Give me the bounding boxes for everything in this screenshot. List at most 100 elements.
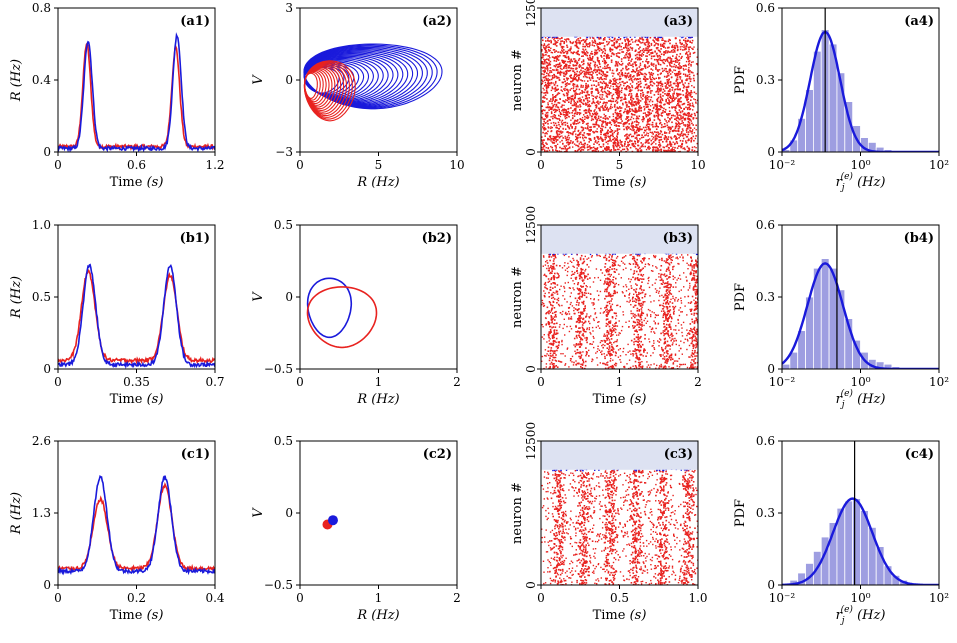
- inhibitory-band: [541, 225, 698, 254]
- x-tick-label: 0: [537, 375, 545, 389]
- plot-area-a4: [782, 8, 939, 152]
- panel-b1: 0 0.35 0.7 0 0.5 1.0 (b1) Time (s) R (Hz): [9, 218, 225, 407]
- x-tick-label: 0.6: [127, 158, 146, 172]
- axes-frame: [57, 7, 216, 153]
- y-tick-label: 0.6: [756, 434, 775, 448]
- x-tick-label: 0: [54, 375, 62, 389]
- panel-label: (b3): [663, 231, 693, 246]
- y-tick-label: 12500: [524, 0, 538, 27]
- y-tick-label: 0.6: [756, 1, 775, 15]
- x-tick-label: 0: [537, 158, 545, 172]
- panel-label: (a3): [663, 14, 693, 29]
- y-tick-label: 0: [43, 578, 51, 592]
- x-axis-label: Time (s): [593, 392, 647, 407]
- histogram-bars: [782, 258, 901, 369]
- x-tick-label: 0: [296, 591, 304, 605]
- trajectory-excitatory: [306, 286, 378, 349]
- x-axis-label: rj(e) (Hz): [836, 604, 886, 626]
- fit-curve: [782, 30, 939, 152]
- spikes-excitatory: [541, 36, 698, 152]
- y-tick-label: 0: [43, 362, 51, 376]
- y-tick-label: 0: [285, 73, 293, 87]
- plot-area-b4: [782, 225, 939, 369]
- x-tick-label: 2: [694, 375, 702, 389]
- plot-area-b1: [58, 263, 215, 369]
- y-tick-label: 1.0: [32, 218, 51, 232]
- x-axis-label: rj(e) (Hz): [836, 171, 886, 193]
- x-tick-label: 0: [54, 591, 62, 605]
- x-tick-label: 0.7: [205, 375, 224, 389]
- inhibitory-band: [541, 8, 698, 37]
- panel-c1: 0 0.2 0.4 0 1.3 2.6 (c1) Time (s) R (Hz): [9, 434, 225, 623]
- panel-a2: 0 5 10−303(a2)R (Hz)V: [251, 1, 465, 190]
- y-axis-label: neuron #: [510, 266, 525, 328]
- panel-c2: 0 1 2−0.500.5(c2)R (Hz)V: [251, 434, 461, 623]
- panel-c3: 0 0.5 1.0 0 12500 (c3) Time (s) neuron #: [510, 422, 708, 623]
- plot-area-c2: [322, 515, 338, 530]
- panel-label: (c4): [905, 447, 934, 462]
- x-tick-label: 0.5: [610, 591, 629, 605]
- x-tick-label: 10²: [929, 158, 949, 172]
- x-axis-label: Time (s): [593, 608, 647, 623]
- y-tick-label: 0: [43, 145, 51, 159]
- x-tick-label: 5: [616, 158, 624, 172]
- x-tick-label: 2: [453, 591, 461, 605]
- y-tick-label: 0.5: [274, 218, 293, 232]
- y-axis-label: neuron #: [510, 49, 525, 111]
- x-tick-label: 10⁻²: [769, 158, 796, 172]
- plot-area-c1: [58, 474, 215, 576]
- axes-frame: [57, 224, 216, 370]
- panel-label: (b1): [180, 231, 210, 246]
- y-tick-label: −0.5: [264, 578, 293, 592]
- inhibitory-band: [541, 441, 698, 470]
- loop-excitatory: [306, 286, 378, 349]
- histogram-bar: [844, 500, 854, 585]
- panel-label: (b2): [422, 231, 452, 246]
- plot-area-a2: [303, 43, 443, 122]
- plot-area-c3: [541, 441, 698, 585]
- y-tick-label: −0.5: [264, 362, 293, 376]
- plot-area-c4: [782, 441, 939, 585]
- x-tick-label: 10: [449, 158, 464, 172]
- x-tick-label: 5: [375, 158, 383, 172]
- x-tick-label: 10⁻²: [769, 591, 796, 605]
- series-line-excitatory: [58, 268, 215, 365]
- trajectory-excitatory: [303, 60, 356, 122]
- loop-inhibitory: [303, 43, 443, 110]
- panel-b2: 0 1 2−0.500.5(b2)R (Hz)V: [251, 218, 461, 407]
- y-tick-label: 12500: [524, 206, 538, 244]
- y-tick-label: 0: [767, 145, 775, 159]
- panel-b4: 10⁻² 10⁰ 10² 0 0.3 0.6 (b4) rj(e) (Hz) PDF: [733, 218, 949, 410]
- y-tick-label: 0.5: [32, 290, 51, 304]
- y-tick-label: 0.3: [756, 290, 775, 304]
- panel-label: (b4): [904, 231, 934, 246]
- x-tick-label: 1.2: [205, 158, 224, 172]
- plot-area-a1: [58, 32, 215, 152]
- x-tick-label: 1: [616, 375, 624, 389]
- histogram-bar: [852, 498, 861, 585]
- y-tick-label: 0.8: [32, 1, 51, 15]
- y-axis-label: R (Hz): [9, 276, 24, 319]
- y-axis-label: V: [251, 74, 266, 85]
- axes-frame: [299, 440, 458, 586]
- panel-a4: 10⁻² 10⁰ 10² 0 0.3 0.6 (a4) rj(e) (Hz) PDF: [733, 1, 949, 193]
- x-axis-label: Time (s): [110, 608, 164, 623]
- x-tick-label: 10⁻²: [769, 375, 796, 389]
- y-axis-label: PDF: [733, 66, 748, 94]
- x-tick-label: 0.2: [127, 591, 146, 605]
- x-axis-label: rj(e) (Hz): [836, 388, 886, 410]
- fixed-point-inhibitory: [327, 515, 338, 526]
- series-line-inhibitory: [58, 263, 215, 369]
- x-tick-label: 10²: [929, 591, 949, 605]
- y-axis-label: neuron #: [510, 482, 525, 544]
- y-tick-label: 0.3: [756, 506, 775, 520]
- y-tick-label: 0: [524, 581, 538, 589]
- y-axis-label: V: [251, 291, 266, 302]
- histogram-bars: [782, 29, 893, 152]
- histogram-bar: [867, 527, 877, 585]
- panel-a1: 0 0.6 1.2 0 0.4 0.8 (a1) Time (s) R (Hz): [9, 1, 225, 190]
- x-tick-label: 10: [690, 158, 705, 172]
- x-tick-label: 0.4: [205, 591, 224, 605]
- panel-label: (a4): [904, 14, 934, 29]
